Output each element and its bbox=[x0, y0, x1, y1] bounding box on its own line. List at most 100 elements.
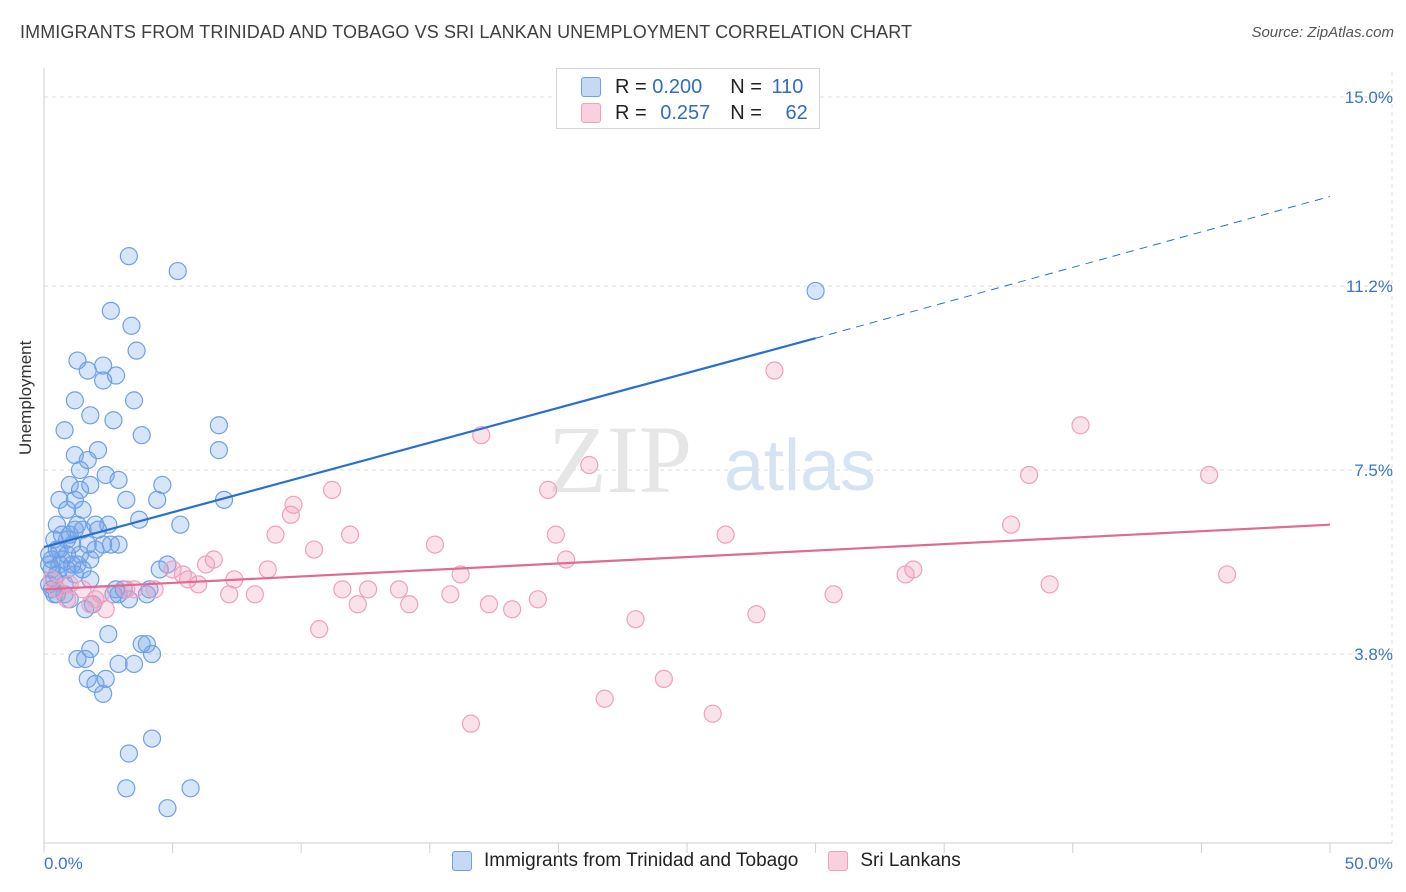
point-srilankan bbox=[896, 565, 915, 584]
chart-title: IMMIGRANTS FROM TRINIDAD AND TOBAGO VS S… bbox=[20, 22, 913, 42]
legend-swatch-pink bbox=[828, 851, 849, 871]
axes bbox=[43, 68, 1392, 853]
point-srilankan bbox=[340, 525, 360, 544]
point-trinidad bbox=[122, 316, 141, 335]
point-trinidad bbox=[70, 460, 90, 480]
point-srilankan bbox=[58, 590, 77, 609]
point-srilankan bbox=[539, 480, 558, 499]
point-trinidad bbox=[124, 391, 144, 410]
point-trinidad bbox=[47, 515, 66, 534]
point-trinidad bbox=[81, 639, 100, 659]
point-srilankan bbox=[765, 361, 784, 380]
point-srilankan bbox=[322, 480, 342, 499]
point-trinidad bbox=[158, 555, 177, 574]
point-trinidad bbox=[58, 500, 77, 519]
legend-swatch-pink bbox=[581, 103, 601, 123]
watermark-atlas: atlas bbox=[724, 426, 876, 506]
point-trinidad bbox=[806, 281, 825, 301]
point-srilankan bbox=[81, 595, 100, 614]
point-trinidad bbox=[94, 684, 113, 703]
point-trinidad bbox=[117, 490, 136, 509]
point-srilankan bbox=[258, 560, 277, 579]
legend-r-value: 0.257 bbox=[660, 101, 711, 124]
point-trinidad bbox=[104, 411, 123, 430]
point-trinidad bbox=[81, 406, 100, 425]
point-trinidad bbox=[86, 540, 105, 559]
point-trinidad bbox=[106, 366, 126, 385]
point-srilankan bbox=[747, 605, 766, 624]
point-trinidad bbox=[209, 441, 228, 460]
point-trinidad bbox=[68, 649, 87, 669]
y-axis-label: Unemployment bbox=[16, 340, 35, 455]
point-trinidad bbox=[109, 535, 128, 554]
point-trinidad bbox=[158, 799, 177, 818]
legend-r-value: 0.200 bbox=[652, 75, 703, 98]
trend-lines bbox=[43, 195, 1331, 591]
legend-n-label: N = bbox=[730, 75, 762, 98]
legend-label-trinidad: Immigrants from Trinidad and Tobago bbox=[484, 850, 799, 871]
point-srilankan bbox=[348, 595, 367, 614]
point-srilankan bbox=[178, 570, 198, 589]
x-tick-label-min: 0.0% bbox=[44, 854, 83, 873]
point-srilankan bbox=[189, 575, 208, 594]
point-srilankan bbox=[281, 505, 301, 524]
series-srilankan-points bbox=[42, 361, 1237, 733]
point-srilankan bbox=[124, 580, 144, 599]
point-trinidad bbox=[94, 356, 113, 375]
point-srilankan bbox=[451, 565, 470, 584]
point-trinidad bbox=[65, 490, 84, 509]
y-tick-labels: 3.8% 7.5% 11.2% 15.0% bbox=[1345, 88, 1393, 664]
point-srilankan bbox=[163, 560, 182, 579]
y-tick-label: 7.5% bbox=[1354, 461, 1393, 480]
legend-n-label: N = bbox=[730, 101, 762, 124]
series-trinidad-points bbox=[40, 247, 825, 818]
x-tick-labels: 0.0% 50.0% bbox=[44, 854, 1393, 873]
point-trinidad bbox=[81, 475, 100, 495]
point-srilankan bbox=[703, 704, 722, 723]
legend-n-value: 62 bbox=[785, 101, 808, 124]
point-srilankan bbox=[1200, 465, 1219, 485]
point-srilankan bbox=[358, 580, 378, 599]
trend-line-trinidad bbox=[43, 337, 816, 549]
legend-item-srilankan[interactable]: Sri Lankans bbox=[828, 850, 961, 872]
point-srilankan bbox=[1040, 575, 1059, 594]
point-srilankan bbox=[528, 590, 547, 609]
point-trinidad bbox=[76, 649, 95, 669]
point-trinidad bbox=[181, 779, 200, 798]
point-srilankan bbox=[626, 610, 645, 629]
point-srilankan bbox=[96, 600, 115, 619]
watermark-zip: ZIP bbox=[548, 406, 692, 513]
y-tick-label: 15.0% bbox=[1345, 88, 1393, 107]
point-trinidad bbox=[96, 669, 115, 688]
point-trinidad bbox=[117, 779, 136, 798]
point-trinidad bbox=[127, 341, 146, 360]
point-trinidad bbox=[101, 535, 120, 554]
point-srilankan bbox=[42, 570, 61, 589]
point-trinidad bbox=[119, 744, 138, 763]
y-tick-label: 11.2% bbox=[1346, 277, 1393, 296]
point-srilankan bbox=[546, 525, 565, 544]
point-trinidad bbox=[137, 634, 156, 654]
point-srilankan bbox=[479, 595, 499, 614]
grid-lines bbox=[44, 72, 1393, 843]
point-trinidad bbox=[78, 361, 97, 380]
point-srilankan bbox=[503, 600, 522, 619]
point-srilankan bbox=[425, 535, 445, 554]
point-trinidad bbox=[148, 490, 167, 509]
point-srilankan bbox=[716, 525, 735, 544]
point-srilankan bbox=[73, 580, 92, 599]
point-srilankan bbox=[441, 585, 460, 604]
point-trinidad bbox=[70, 480, 90, 499]
point-trinidad bbox=[65, 391, 84, 410]
point-srilankan bbox=[1071, 416, 1090, 435]
point-srilankan bbox=[400, 595, 419, 614]
point-trinidad bbox=[209, 416, 228, 435]
legend-item-trinidad[interactable]: Immigrants from Trinidad and Tobago bbox=[452, 850, 798, 872]
point-trinidad bbox=[119, 247, 138, 266]
point-srilankan bbox=[654, 669, 673, 688]
point-srilankan bbox=[824, 585, 843, 604]
point-trinidad bbox=[50, 490, 69, 509]
point-srilankan bbox=[557, 550, 576, 569]
point-srilankan bbox=[266, 525, 285, 544]
